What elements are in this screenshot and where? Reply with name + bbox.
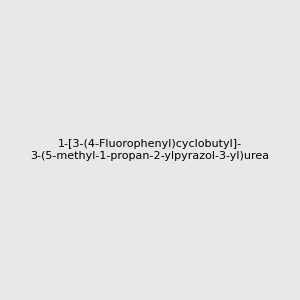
Text: 1-[3-(4-Fluorophenyl)cyclobutyl]-
3-(5-methyl-1-propan-2-ylpyrazol-3-yl)urea: 1-[3-(4-Fluorophenyl)cyclobutyl]- 3-(5-m… [30, 139, 270, 161]
